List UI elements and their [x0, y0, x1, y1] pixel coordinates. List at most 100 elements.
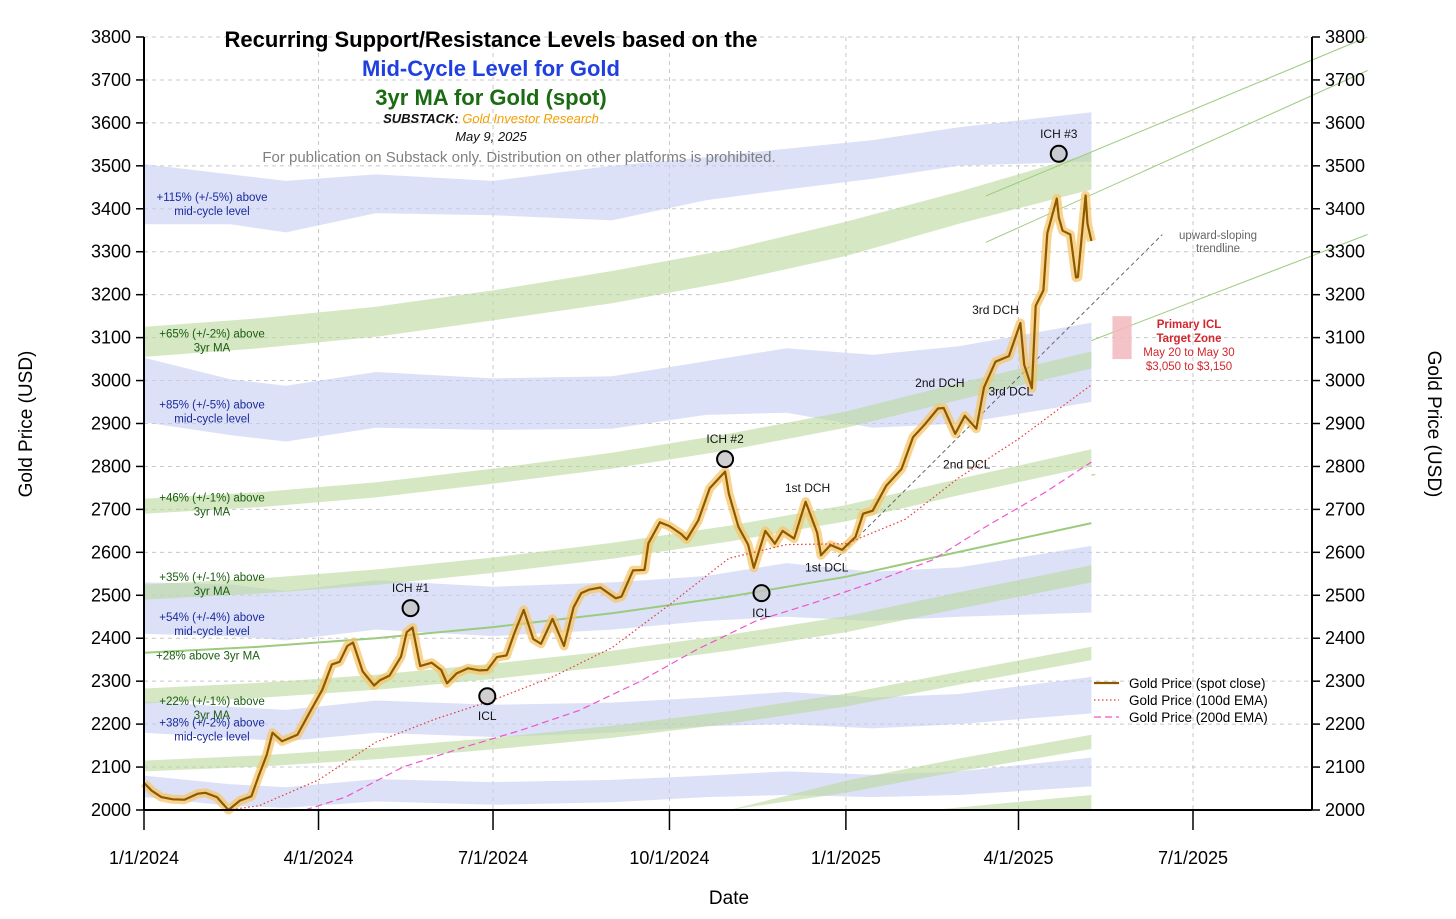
y-tick-label-left: 3000 [91, 371, 131, 391]
cycle-annotation: 3rd DCL [988, 385, 1033, 399]
trendline-label: upward-sloping trendline [1179, 230, 1257, 255]
extended-band-line [985, 36, 1368, 197]
y-tick-label-left: 2900 [91, 414, 131, 434]
y-tick-label-right: 2600 [1325, 542, 1365, 562]
y-tick-label-right: 3200 [1325, 285, 1365, 305]
legend-label: Gold Price (spot close) [1129, 676, 1266, 691]
y-tick-label-right: 2500 [1325, 585, 1365, 605]
y-tick-label-right: 2000 [1325, 800, 1365, 820]
midcycle-band-label: +85% (+/-5%) above mid-cycle level [159, 399, 264, 425]
ma3yr-band-label: +22% (+/-1%) above 3yr MA [159, 696, 264, 722]
y-tick-label-left: 3100 [91, 328, 131, 348]
substack-line: SUBSTACK: Gold Investor Research [383, 111, 599, 126]
ma3yr-band [144, 646, 1092, 772]
y-tick-label-right: 3600 [1325, 113, 1365, 133]
y-axis-label-right: Gold Price (USD) [1423, 351, 1444, 498]
cycle-annotation: 3rd DCH [972, 303, 1019, 317]
midcycle-band [144, 676, 1092, 742]
trendline [837, 234, 1163, 557]
legend: Gold Price (spot close) Gold Price (100d … [1094, 676, 1268, 725]
y-tick-label-left: 2800 [91, 456, 131, 476]
substack-name: Gold Investor Research [462, 111, 599, 126]
legend-label: Gold Price (100d EMA) [1129, 693, 1268, 708]
y-tick-label-left: 2300 [91, 671, 131, 691]
x-tick-label: 4/1/2025 [983, 848, 1053, 868]
ma3yr-band [144, 351, 1092, 514]
cycle-marker-label: ICH #2 [706, 432, 744, 446]
x-tick-label: 1/1/2024 [109, 848, 179, 868]
y-tick-label-right: 2900 [1325, 414, 1365, 434]
y-tick-label-right: 2100 [1325, 757, 1365, 777]
y-tick-label-left: 3300 [91, 242, 131, 262]
ma3yr-line [143, 522, 1092, 654]
y-tick-label-left: 2100 [91, 757, 131, 777]
midcycle-band [144, 112, 1092, 233]
y-tick-label-right: 3500 [1325, 156, 1365, 176]
cycle-annotation: 1st DCL [805, 561, 849, 575]
cycle-marker [752, 584, 771, 603]
target-zone-prices: $3,050 to $3,150 [1146, 361, 1232, 373]
line-layer: +28% above 3yr MA upward-sloping trendline… [140, 36, 1368, 815]
x-tick-label: 10/1/2024 [629, 848, 709, 868]
x-tick-label: 1/1/2025 [811, 848, 881, 868]
y-tick-label-left: 2400 [91, 628, 131, 648]
ma3yr-band-label: +46% (+/-1%) above 3yr MA [159, 493, 264, 519]
midcycle-band-label: +38% (+/-2%) above mid-cycle level [159, 717, 264, 743]
ma3yr-band-label: +35% (+/-1%) above 3yr MA [159, 572, 264, 598]
midcycle-band-label: +54% (+/-4%) above mid-cycle level [159, 612, 264, 638]
legend-label: Gold Price (200d EMA) [1129, 710, 1268, 725]
ma3yr-band [932, 795, 1092, 810]
y-tick-label-right: 3800 [1325, 27, 1365, 47]
band-layer: +115% (+/-5%) above mid-cycle level +85% (… [144, 112, 1092, 810]
y-tick-label-right: 2700 [1325, 499, 1365, 519]
y-tick-label-right: 3700 [1325, 70, 1365, 90]
ma3yr-band [144, 153, 1092, 357]
cycle-marker [1049, 144, 1068, 163]
x-tick-label: 7/1/2025 [1158, 848, 1228, 868]
axes-layer: 2000 2000 2100 2100 2200 2200 2300 2300 2400 2400… [91, 27, 1365, 868]
substack-label: SUBSTACK: [383, 111, 459, 126]
target-zone-rect [1112, 316, 1132, 360]
cycle-marker [401, 599, 420, 618]
cycle-annotation: 2nd DCL [943, 458, 991, 472]
y-tick-label-left: 2500 [91, 585, 131, 605]
y-tick-label-left: 2700 [91, 499, 131, 519]
y-tick-label-right: 3400 [1325, 199, 1365, 219]
y-tick-label-right: 2200 [1325, 714, 1365, 734]
y-tick-label-left: 2000 [91, 800, 131, 820]
y-tick-label-right: 3300 [1325, 242, 1365, 262]
ma3yr-band [144, 565, 1092, 704]
cycle-marker-label: ICH #1 [392, 581, 430, 595]
y-tick-label-left: 3600 [91, 113, 131, 133]
publication-date: May 9, 2025 [455, 129, 527, 144]
midcycle-band [144, 757, 1092, 808]
publication-notice: For publication on Substack only. Distri… [262, 149, 775, 166]
cycle-marker [478, 687, 497, 706]
y-tick-label-left: 3800 [91, 27, 131, 47]
target-zone-dates: May 20 to May 30 [1143, 347, 1234, 359]
cycle-marker-label: ICH #3 [1040, 127, 1078, 141]
chart-title-line1: Recurring Support/Resistance Levels base… [224, 27, 757, 52]
x-tick-label: 4/1/2024 [283, 848, 353, 868]
cycle-marker-label: ICL [478, 709, 497, 723]
y-tick-label-left: 3200 [91, 285, 131, 305]
y-tick-label-right: 2300 [1325, 671, 1365, 691]
y-tick-label-right: 3000 [1325, 371, 1365, 391]
y-tick-label-left: 2200 [91, 714, 131, 734]
y-tick-label-left: 3700 [91, 70, 131, 90]
ma3yr-band [144, 449, 1092, 600]
chart-title-line3: 3yr MA for Gold (spot) [375, 85, 606, 110]
midcycle-band-label: +115% (+/-5%) above mid-cycle level [156, 192, 267, 218]
y-tick-label-right: 2400 [1325, 628, 1365, 648]
ma3yr-band [728, 734, 1092, 810]
extended-band-line [1091, 234, 1368, 342]
marker-layer: ICH #1 ICL ICH #2 ICL ICH #3 1st DCH 1st DCL 2n… [392, 127, 1078, 723]
y-tick-label-left: 3400 [91, 199, 131, 219]
gold-price-line [143, 194, 1093, 812]
cycle-annotation: 1st DCH [785, 481, 830, 495]
y-tick-label-left: 2600 [91, 542, 131, 562]
ma3yr-line-label: +28% above 3yr MA [156, 650, 260, 662]
target-zone-title: Primary ICL Target Zone [1157, 319, 1222, 345]
cycle-marker-label: ICL [752, 606, 771, 620]
cycle-annotation: 2nd DCH [915, 376, 964, 390]
